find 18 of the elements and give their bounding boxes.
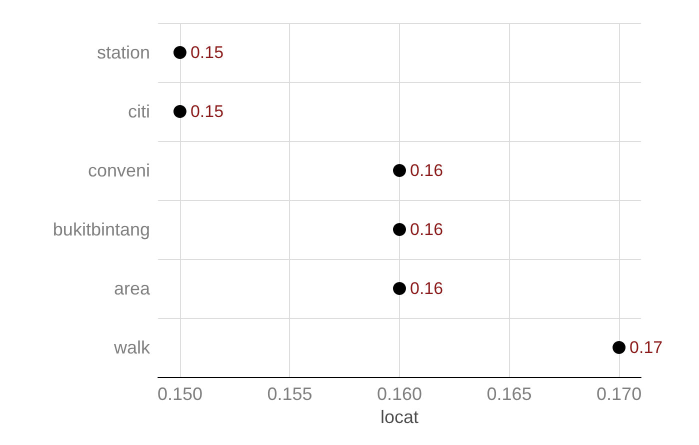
y-tick-label: citi: [128, 102, 150, 122]
x-axis-title: locat: [380, 406, 419, 427]
data-label: 0.16: [410, 279, 444, 298]
x-tick-label: 0.155: [267, 384, 312, 404]
data-label: 0.16: [410, 161, 444, 180]
y-tick-label: walk: [112, 338, 151, 358]
x-tick-label: 0.170: [596, 384, 642, 404]
data-label: 0.16: [410, 220, 444, 239]
data-label: 0.17: [630, 338, 663, 357]
data-label: 0.15: [190, 102, 224, 121]
y-tick-label: station: [96, 42, 150, 62]
x-tick-label: 0.150: [157, 384, 202, 404]
x-tick-label: 0.165: [486, 384, 532, 404]
data-label: 0.15: [190, 43, 224, 62]
y-tick-label: bukitbintang: [52, 220, 150, 240]
y-tick-label: conveni: [88, 160, 150, 180]
x-tick-label: 0.160: [376, 384, 422, 404]
y-tick-label: area: [114, 278, 151, 298]
